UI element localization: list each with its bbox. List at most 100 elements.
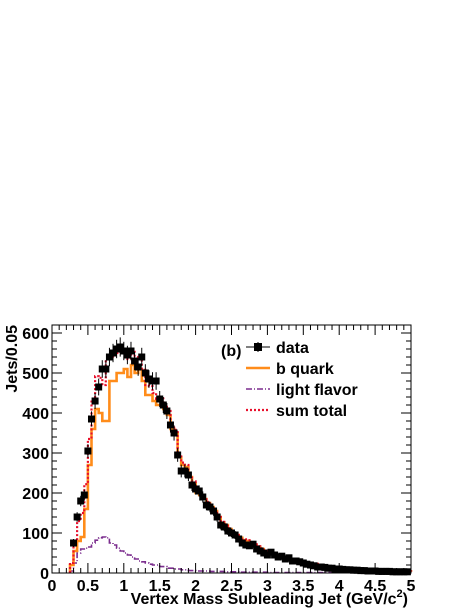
data-marker (134, 363, 142, 371)
legend: data b quark light flavor sum total (246, 340, 358, 420)
data-marker (156, 395, 164, 403)
y-tick-label: 200 (22, 486, 49, 503)
data-marker (84, 447, 92, 455)
data-marker (206, 503, 214, 511)
data-point (138, 347, 146, 367)
legend-item-sum-total: sum total (246, 403, 347, 420)
data-marker (174, 451, 182, 459)
data-marker (317, 563, 325, 571)
data-point (149, 372, 157, 390)
data-point (95, 378, 103, 396)
data-marker (321, 563, 329, 571)
data-marker (159, 401, 167, 409)
legend-label: sum total (276, 403, 347, 420)
data-point (181, 464, 189, 478)
data-marker (260, 549, 268, 557)
data-marker (389, 568, 397, 576)
data-marker (184, 471, 192, 479)
data-marker (220, 523, 228, 531)
data-point (263, 551, 271, 559)
data-point (339, 565, 347, 573)
data-marker (213, 513, 221, 521)
data-marker (210, 507, 218, 515)
data-point (238, 539, 246, 547)
data-marker (73, 513, 81, 521)
data-marker (253, 545, 261, 553)
y-axis-title: Jets/0.05 (4, 325, 21, 393)
data-point (310, 562, 318, 570)
data-point (267, 548, 275, 556)
data-point (184, 469, 192, 481)
data-point (245, 542, 253, 550)
legend-label: light flavor (276, 382, 358, 399)
data-point (84, 444, 92, 458)
data-marker (192, 485, 200, 493)
data-point (109, 343, 117, 363)
data-marker (281, 555, 289, 563)
data-point (210, 506, 218, 516)
data-point (285, 554, 293, 562)
x-tick-label: 3 (263, 578, 272, 595)
data-marker (274, 553, 282, 561)
data-marker (332, 565, 340, 573)
data-marker (235, 535, 243, 543)
data-point (163, 403, 171, 419)
data-marker (113, 345, 121, 353)
data-point (91, 393, 99, 409)
x-tick-label: 5 (407, 578, 416, 595)
data-marker (224, 527, 232, 535)
data-point (195, 485, 203, 497)
data-point (353, 566, 361, 574)
data-marker (138, 353, 146, 361)
data-point (368, 567, 376, 575)
data-marker (123, 351, 131, 359)
data-marker (105, 353, 113, 361)
y-tick-label: 500 (22, 366, 49, 383)
data-marker (91, 397, 99, 405)
data-point (98, 360, 106, 378)
x-axis-title-sup: 2 (397, 588, 403, 600)
x-axis-title-close: ) (403, 591, 408, 608)
data-point (166, 417, 174, 433)
data-marker (271, 551, 279, 559)
y-tick-label: 0 (40, 566, 49, 583)
data-point (217, 520, 225, 530)
data-point (170, 425, 178, 441)
data-point (332, 565, 340, 573)
data-marker (109, 349, 117, 357)
data-marker (382, 567, 390, 575)
legend-label: b quark (276, 361, 334, 378)
data-point (228, 529, 235, 537)
data-point (87, 411, 95, 427)
data-marker (303, 560, 311, 568)
data-marker (296, 558, 304, 566)
data-point (224, 527, 232, 535)
data-point (141, 364, 149, 382)
data-point (260, 549, 268, 557)
y-tick-label: 600 (22, 326, 49, 343)
data-point (213, 512, 221, 522)
legend-item-light-flavor: light flavor (246, 382, 358, 399)
data-marker (163, 407, 171, 415)
data-point (192, 483, 200, 495)
data-marker (70, 539, 78, 547)
data-point (396, 568, 404, 576)
data-point (105, 347, 113, 367)
data-marker (292, 557, 300, 565)
legend-item-b-quark: b quark (246, 361, 334, 378)
x-tick-label: 0.5 (77, 578, 99, 595)
data-marker (346, 566, 354, 574)
data-marker (306, 561, 314, 569)
data-marker (267, 548, 275, 556)
data-point (324, 564, 332, 572)
data-marker (202, 501, 210, 509)
data-marker (87, 415, 95, 423)
data-marker (77, 497, 85, 505)
data-marker (396, 568, 404, 576)
data-point (403, 568, 411, 576)
data-marker (166, 421, 174, 429)
data-point (206, 501, 214, 513)
data-marker (256, 547, 264, 555)
data-point (235, 535, 243, 543)
